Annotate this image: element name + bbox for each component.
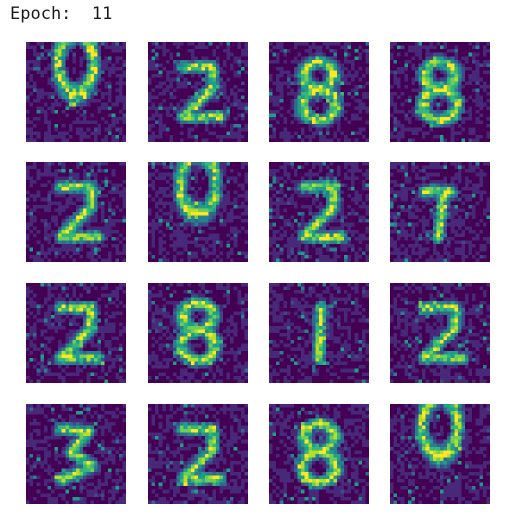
generated-sample-image xyxy=(26,162,126,262)
generated-sample-image xyxy=(390,162,490,262)
generated-sample-image xyxy=(148,42,248,142)
generated-sample-image xyxy=(148,404,248,504)
generated-sample-image xyxy=(148,283,248,383)
epoch-label: Epoch: 11 xyxy=(10,4,113,24)
generated-sample-image xyxy=(26,42,126,142)
generated-sample-image xyxy=(269,162,369,262)
generated-sample-image xyxy=(26,283,126,383)
generated-sample-image xyxy=(269,404,369,504)
generated-sample-image xyxy=(390,283,490,383)
generated-sample-image xyxy=(390,404,490,504)
generated-sample-image xyxy=(148,162,248,262)
generated-sample-image xyxy=(26,404,126,504)
generated-sample-image xyxy=(269,42,369,142)
generated-sample-image xyxy=(390,42,490,142)
generated-sample-image xyxy=(269,283,369,383)
